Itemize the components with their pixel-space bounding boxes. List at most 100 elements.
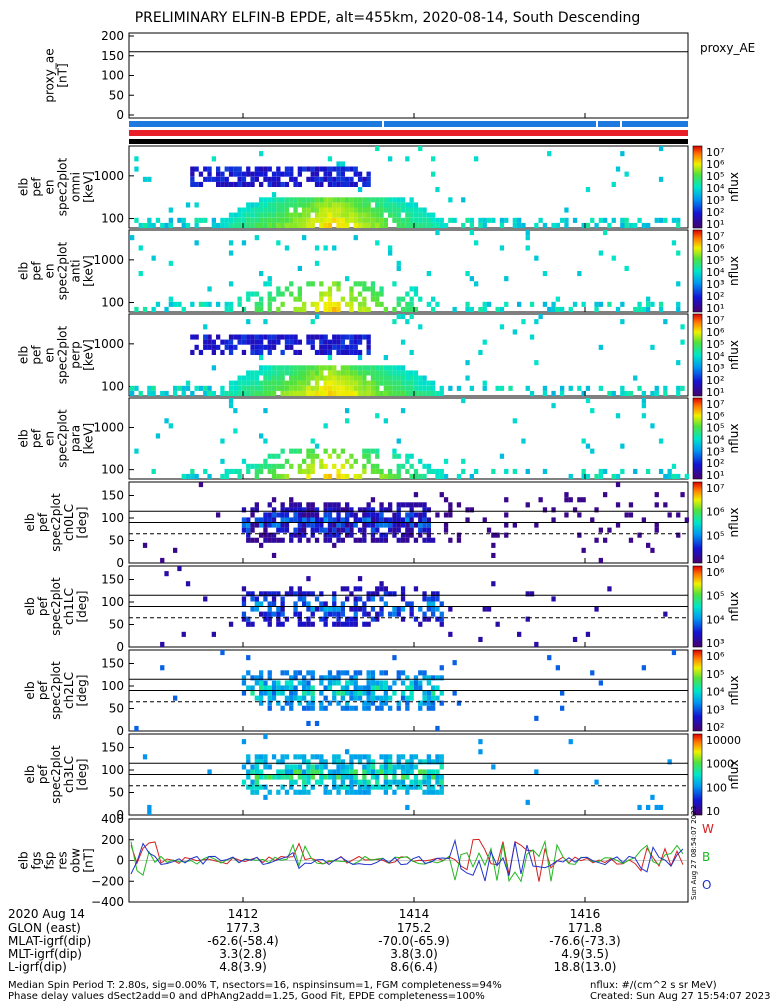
spec-cell bbox=[353, 181, 358, 187]
spec-cell bbox=[357, 349, 363, 355]
spec-cell bbox=[357, 171, 363, 177]
pa-cell bbox=[353, 675, 358, 681]
spec-cell bbox=[267, 344, 272, 350]
spec-cell bbox=[319, 166, 324, 172]
pa-cell bbox=[276, 690, 281, 696]
pa-cell bbox=[353, 522, 358, 528]
spec-cell bbox=[271, 207, 277, 213]
pa-cell bbox=[439, 759, 444, 765]
spec-cell bbox=[276, 339, 281, 345]
spec-cell bbox=[302, 166, 307, 172]
spec-cell bbox=[633, 222, 638, 228]
pa-cell bbox=[366, 769, 371, 775]
spec-cell bbox=[413, 222, 419, 228]
spec-cell bbox=[293, 222, 298, 228]
spec-cell bbox=[383, 222, 388, 228]
spec-cell bbox=[314, 365, 320, 371]
spec-cell bbox=[366, 365, 371, 371]
spec-cell bbox=[336, 334, 341, 340]
spec-cell bbox=[207, 339, 212, 345]
pa-cell bbox=[366, 680, 371, 686]
spec-cell bbox=[289, 217, 294, 223]
spec-cell bbox=[280, 291, 285, 297]
spec-cell bbox=[486, 301, 492, 307]
spec-cell bbox=[340, 222, 345, 228]
spec-cell bbox=[263, 370, 268, 376]
spec-cell bbox=[134, 306, 139, 312]
spec-cell bbox=[289, 380, 294, 386]
spec-cell bbox=[641, 390, 646, 396]
spec-cell bbox=[306, 453, 311, 459]
spec-cell bbox=[465, 306, 470, 312]
pa-cell bbox=[271, 552, 277, 558]
pa-cell bbox=[646, 542, 651, 548]
spec-cell bbox=[276, 166, 281, 172]
pa-cell bbox=[254, 606, 259, 612]
spec-cell bbox=[327, 156, 333, 162]
pa-cell bbox=[375, 527, 380, 533]
pa-cell bbox=[263, 512, 268, 518]
spec-cell bbox=[233, 380, 238, 386]
panel-7-ytick-1: 100 bbox=[101, 679, 124, 693]
spec-cell bbox=[306, 281, 311, 287]
pa-cell bbox=[353, 769, 358, 775]
pa-cell bbox=[353, 754, 358, 760]
spec-cell bbox=[572, 217, 578, 223]
pa-cell bbox=[418, 621, 423, 627]
spec-cell bbox=[271, 171, 277, 177]
spec-cell bbox=[362, 334, 367, 340]
spec-cell bbox=[228, 240, 234, 246]
pa-cell bbox=[392, 512, 397, 518]
spec-cell bbox=[388, 207, 393, 213]
pa-cell bbox=[263, 611, 268, 617]
spec-cell bbox=[465, 301, 470, 307]
pa-cell bbox=[319, 759, 324, 765]
panel-6-colorbar-tick-0: 10⁶ bbox=[706, 566, 725, 579]
spec-cell bbox=[345, 166, 350, 172]
pa-cell bbox=[418, 705, 423, 711]
pa-cell bbox=[306, 705, 311, 711]
spec-cell bbox=[190, 176, 195, 182]
spec-cell bbox=[259, 355, 264, 361]
spec-cell bbox=[435, 222, 440, 228]
spec-cell bbox=[327, 222, 333, 228]
pa-cell bbox=[353, 512, 358, 518]
pa-cell bbox=[259, 690, 264, 696]
pa-cell bbox=[439, 665, 444, 671]
pa-cell bbox=[293, 512, 298, 518]
spec-cell bbox=[345, 181, 350, 187]
spec-cell bbox=[504, 217, 509, 223]
spec-cell bbox=[220, 458, 225, 464]
spec-cell bbox=[658, 146, 664, 152]
spec-cell bbox=[594, 301, 599, 307]
spec-cell bbox=[349, 453, 354, 459]
panel-3-ylabel-1: pef bbox=[30, 345, 44, 365]
panel-3-ylabel-4: perp bbox=[69, 341, 83, 369]
spec-cell bbox=[340, 385, 345, 391]
spec-cell bbox=[676, 301, 681, 307]
spec-cell bbox=[383, 380, 388, 386]
spec-cell bbox=[400, 365, 406, 371]
spec-cell bbox=[310, 301, 315, 307]
spec-cell bbox=[345, 334, 350, 340]
spec-cell bbox=[198, 181, 204, 187]
pa-cell bbox=[340, 779, 345, 785]
spec-cell bbox=[598, 385, 603, 391]
pa-cell bbox=[327, 502, 333, 508]
spec-cell bbox=[259, 207, 264, 213]
panel-8-spectrogram bbox=[142, 734, 672, 815]
spec-cell bbox=[302, 365, 307, 371]
pa-cell bbox=[310, 675, 315, 681]
spec-cell bbox=[310, 202, 315, 208]
spec-cell bbox=[392, 380, 397, 386]
spec-cell bbox=[224, 222, 229, 228]
pa-cell bbox=[323, 675, 328, 681]
fgs-stamp: Sun Aug 27 08:54:07 2023 bbox=[690, 806, 698, 900]
spec-cell bbox=[388, 197, 393, 203]
spec-cell bbox=[512, 468, 517, 474]
spec-cell bbox=[289, 171, 294, 177]
pa-cell bbox=[259, 675, 264, 681]
spec-cell bbox=[228, 398, 234, 404]
spec-cell bbox=[383, 418, 388, 424]
